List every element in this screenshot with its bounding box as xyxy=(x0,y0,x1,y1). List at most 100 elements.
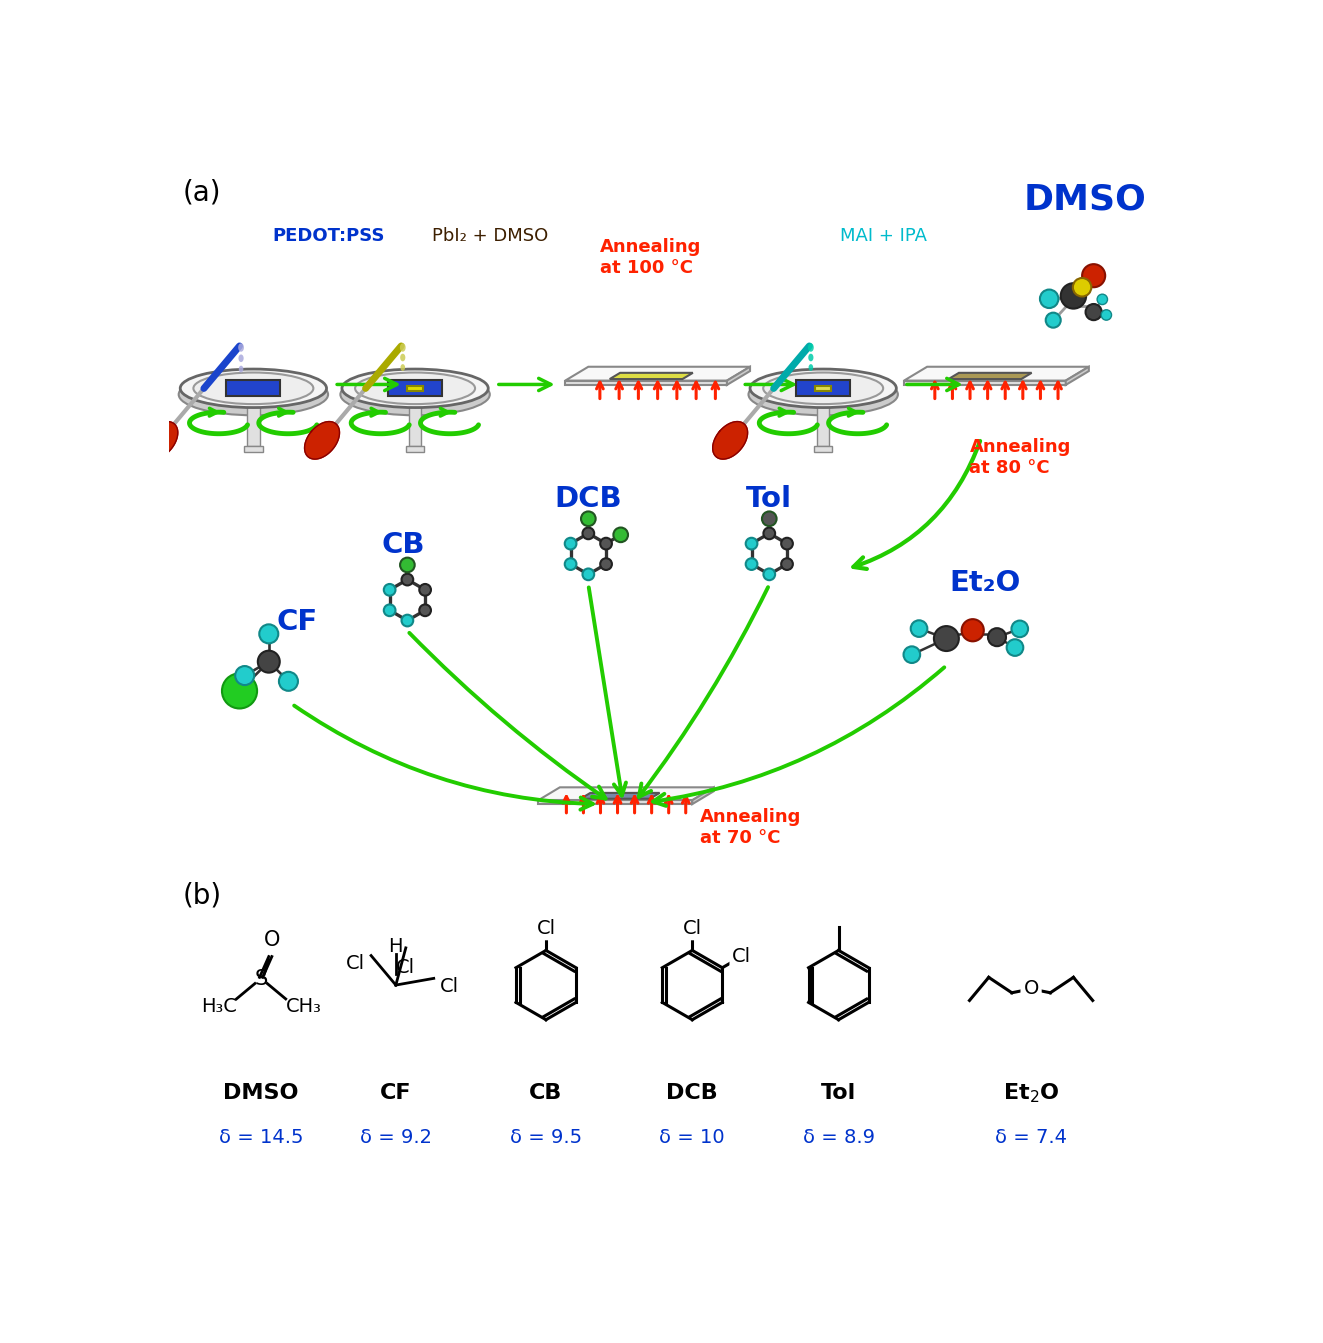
Text: O: O xyxy=(263,929,280,950)
Polygon shape xyxy=(538,787,714,800)
Text: S: S xyxy=(254,968,267,988)
Circle shape xyxy=(962,619,984,642)
Polygon shape xyxy=(388,380,442,396)
Polygon shape xyxy=(226,380,280,396)
Circle shape xyxy=(1007,639,1023,655)
Ellipse shape xyxy=(341,369,488,407)
Text: Tol: Tol xyxy=(822,1082,856,1103)
Circle shape xyxy=(419,584,431,596)
Text: CH₃: CH₃ xyxy=(286,997,321,1017)
Circle shape xyxy=(910,620,927,637)
Polygon shape xyxy=(581,792,660,799)
Text: Annealing
at 100 °C: Annealing at 100 °C xyxy=(599,238,701,277)
Circle shape xyxy=(1040,290,1058,308)
Circle shape xyxy=(988,629,1005,646)
Circle shape xyxy=(384,584,396,596)
Circle shape xyxy=(1012,620,1028,637)
Circle shape xyxy=(384,604,396,616)
Circle shape xyxy=(1097,294,1107,305)
Ellipse shape xyxy=(238,355,243,363)
Ellipse shape xyxy=(400,353,405,361)
Ellipse shape xyxy=(749,373,898,415)
Polygon shape xyxy=(407,385,423,391)
Text: δ = 8.9: δ = 8.9 xyxy=(803,1128,875,1147)
Ellipse shape xyxy=(193,372,314,404)
Ellipse shape xyxy=(750,369,896,407)
Text: Cl: Cl xyxy=(536,920,556,939)
Text: DCB: DCB xyxy=(554,485,622,513)
Polygon shape xyxy=(713,422,747,459)
Bar xyxy=(409,404,421,446)
Circle shape xyxy=(565,537,577,549)
Circle shape xyxy=(934,626,959,651)
Bar xyxy=(814,446,832,453)
Text: δ = 14.5: δ = 14.5 xyxy=(218,1128,303,1147)
Polygon shape xyxy=(949,373,1032,379)
Circle shape xyxy=(1073,278,1091,297)
Circle shape xyxy=(762,512,777,526)
Polygon shape xyxy=(565,367,750,380)
Circle shape xyxy=(582,568,594,580)
Polygon shape xyxy=(565,380,726,385)
Polygon shape xyxy=(1066,367,1089,385)
Text: CB: CB xyxy=(382,530,425,559)
Ellipse shape xyxy=(808,353,814,361)
Circle shape xyxy=(565,559,577,569)
Text: PEDOT:PSS: PEDOT:PSS xyxy=(273,227,385,244)
Text: δ = 7.4: δ = 7.4 xyxy=(995,1128,1068,1147)
Circle shape xyxy=(746,537,757,549)
Ellipse shape xyxy=(238,344,243,352)
Text: δ = 9.2: δ = 9.2 xyxy=(360,1128,431,1147)
Circle shape xyxy=(763,568,775,580)
Text: (b): (b) xyxy=(183,881,222,909)
Text: CB: CB xyxy=(529,1082,562,1103)
Text: CF: CF xyxy=(380,1082,411,1103)
Text: Et₂O: Et₂O xyxy=(949,569,1020,598)
Ellipse shape xyxy=(401,364,405,371)
Text: Cl: Cl xyxy=(396,958,415,976)
Polygon shape xyxy=(904,380,1066,385)
Circle shape xyxy=(781,559,792,569)
Polygon shape xyxy=(304,422,340,459)
Circle shape xyxy=(614,528,628,543)
Ellipse shape xyxy=(179,373,328,415)
Text: DCB: DCB xyxy=(667,1082,718,1103)
Text: Cl: Cl xyxy=(683,920,701,939)
Text: Cl: Cl xyxy=(732,947,750,967)
Circle shape xyxy=(763,528,775,540)
Circle shape xyxy=(746,559,757,569)
Text: δ = 9.5: δ = 9.5 xyxy=(509,1128,582,1147)
Circle shape xyxy=(1101,310,1111,320)
Text: MAI + IPA: MAI + IPA xyxy=(840,227,927,244)
Text: Annealing
at 70 °C: Annealing at 70 °C xyxy=(700,808,802,846)
Circle shape xyxy=(419,604,431,616)
Circle shape xyxy=(1082,265,1105,287)
Circle shape xyxy=(258,651,279,673)
Text: H: H xyxy=(389,937,404,956)
Bar xyxy=(245,446,263,453)
Ellipse shape xyxy=(400,344,406,352)
Polygon shape xyxy=(610,373,693,379)
Circle shape xyxy=(1045,313,1061,328)
Polygon shape xyxy=(796,380,851,396)
Ellipse shape xyxy=(808,364,814,371)
Bar xyxy=(818,404,830,446)
Ellipse shape xyxy=(355,372,475,404)
Ellipse shape xyxy=(238,365,243,372)
Text: DMSO: DMSO xyxy=(224,1082,299,1103)
Ellipse shape xyxy=(763,372,884,404)
Circle shape xyxy=(601,559,613,569)
Bar xyxy=(406,446,425,453)
Circle shape xyxy=(1061,283,1086,309)
Circle shape xyxy=(222,673,257,709)
Bar xyxy=(247,404,259,446)
Circle shape xyxy=(401,615,413,626)
Text: CF: CF xyxy=(277,608,318,635)
Text: Cl: Cl xyxy=(439,976,459,995)
Text: H₃C: H₃C xyxy=(201,997,237,1017)
Text: (a): (a) xyxy=(183,179,221,205)
Circle shape xyxy=(1086,304,1102,320)
Circle shape xyxy=(400,557,414,572)
Polygon shape xyxy=(538,800,692,804)
Circle shape xyxy=(781,537,792,549)
